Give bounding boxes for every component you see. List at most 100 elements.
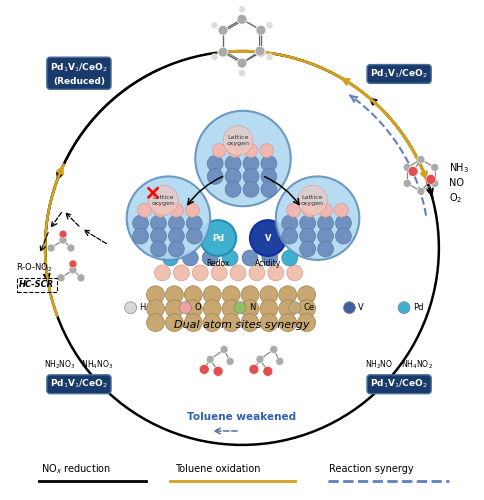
Circle shape — [238, 70, 245, 76]
Circle shape — [185, 204, 199, 217]
Text: N: N — [248, 303, 255, 312]
Circle shape — [241, 314, 258, 332]
Circle shape — [162, 250, 178, 266]
Text: R-O-NO$_2$: R-O-NO$_2$ — [16, 262, 53, 274]
Circle shape — [146, 300, 164, 318]
Circle shape — [226, 358, 234, 366]
Circle shape — [335, 228, 350, 244]
Circle shape — [237, 14, 246, 24]
Circle shape — [242, 168, 258, 184]
Circle shape — [242, 156, 258, 172]
Circle shape — [334, 204, 348, 217]
Circle shape — [286, 265, 302, 281]
Circle shape — [69, 266, 77, 274]
Circle shape — [225, 168, 241, 184]
Circle shape — [200, 220, 236, 256]
Circle shape — [165, 300, 183, 318]
Circle shape — [259, 314, 277, 332]
Circle shape — [218, 26, 227, 35]
Text: Toluene weakened: Toluene weakened — [187, 412, 296, 422]
Circle shape — [302, 204, 316, 217]
Circle shape — [416, 188, 424, 196]
Circle shape — [260, 168, 276, 184]
Circle shape — [299, 241, 315, 257]
Circle shape — [407, 166, 417, 176]
Circle shape — [213, 366, 223, 376]
Text: H: H — [139, 303, 146, 312]
Circle shape — [259, 144, 273, 158]
Circle shape — [57, 274, 65, 282]
Circle shape — [286, 204, 300, 217]
Circle shape — [299, 228, 315, 244]
Circle shape — [77, 274, 85, 282]
Circle shape — [165, 314, 183, 332]
Text: Reaction synergy: Reaction synergy — [329, 464, 413, 474]
Circle shape — [259, 300, 277, 318]
Text: Pd: Pd — [412, 303, 423, 312]
Circle shape — [184, 286, 202, 304]
Text: NO$_x$ reduction: NO$_x$ reduction — [41, 462, 111, 475]
Circle shape — [243, 144, 257, 158]
Circle shape — [67, 244, 75, 252]
Circle shape — [227, 144, 242, 158]
Text: Lattice
oxygen: Lattice oxygen — [301, 195, 323, 205]
Circle shape — [317, 228, 333, 244]
Text: Lattice
oxygen: Lattice oxygen — [226, 135, 249, 146]
Circle shape — [229, 265, 245, 281]
Circle shape — [297, 300, 315, 318]
Circle shape — [184, 300, 202, 318]
Text: O$_2$: O$_2$ — [448, 192, 461, 205]
Circle shape — [402, 164, 410, 172]
Circle shape — [132, 215, 148, 231]
Circle shape — [335, 215, 350, 231]
Circle shape — [169, 204, 183, 217]
Circle shape — [186, 215, 202, 231]
Circle shape — [234, 302, 245, 314]
Circle shape — [222, 300, 240, 318]
Circle shape — [126, 176, 210, 260]
Circle shape — [256, 26, 265, 35]
Text: NH$_2$NO    NH$_4$NO$_2$: NH$_2$NO NH$_4$NO$_2$ — [364, 358, 432, 370]
Circle shape — [260, 182, 276, 198]
Circle shape — [168, 228, 184, 244]
Circle shape — [248, 265, 264, 281]
Circle shape — [242, 250, 257, 266]
Circle shape — [146, 286, 164, 304]
Circle shape — [179, 302, 191, 314]
Text: HC-SCR: HC-SCR — [19, 280, 54, 289]
Circle shape — [297, 314, 315, 332]
Text: Toluene oxidation: Toluene oxidation — [175, 464, 260, 474]
Circle shape — [182, 250, 198, 266]
Circle shape — [223, 126, 253, 156]
Circle shape — [222, 314, 240, 332]
Circle shape — [206, 356, 214, 364]
Circle shape — [299, 215, 315, 231]
Circle shape — [59, 236, 67, 244]
Circle shape — [416, 156, 424, 164]
Circle shape — [207, 168, 223, 184]
Circle shape — [256, 356, 263, 364]
Circle shape — [59, 230, 67, 238]
Circle shape — [275, 358, 283, 366]
Circle shape — [241, 300, 258, 318]
Circle shape — [168, 241, 184, 257]
Circle shape — [150, 228, 166, 244]
Circle shape — [154, 265, 170, 281]
Text: Pd$_1$V$_1$/CeO$_2$: Pd$_1$V$_1$/CeO$_2$ — [369, 68, 427, 80]
Circle shape — [261, 250, 277, 266]
Text: V: V — [264, 234, 271, 242]
Circle shape — [225, 182, 241, 198]
Circle shape — [146, 314, 164, 332]
Circle shape — [218, 47, 227, 57]
Circle shape — [266, 54, 272, 60]
Circle shape — [165, 286, 183, 304]
Circle shape — [343, 302, 355, 314]
Circle shape — [278, 300, 296, 318]
Circle shape — [124, 302, 136, 314]
Text: Pd$_1$V$_1$/CeO$_2$: Pd$_1$V$_1$/CeO$_2$ — [50, 378, 107, 390]
Circle shape — [211, 54, 217, 60]
Circle shape — [137, 204, 151, 217]
Circle shape — [241, 286, 258, 304]
Circle shape — [397, 302, 409, 314]
Circle shape — [199, 364, 209, 374]
